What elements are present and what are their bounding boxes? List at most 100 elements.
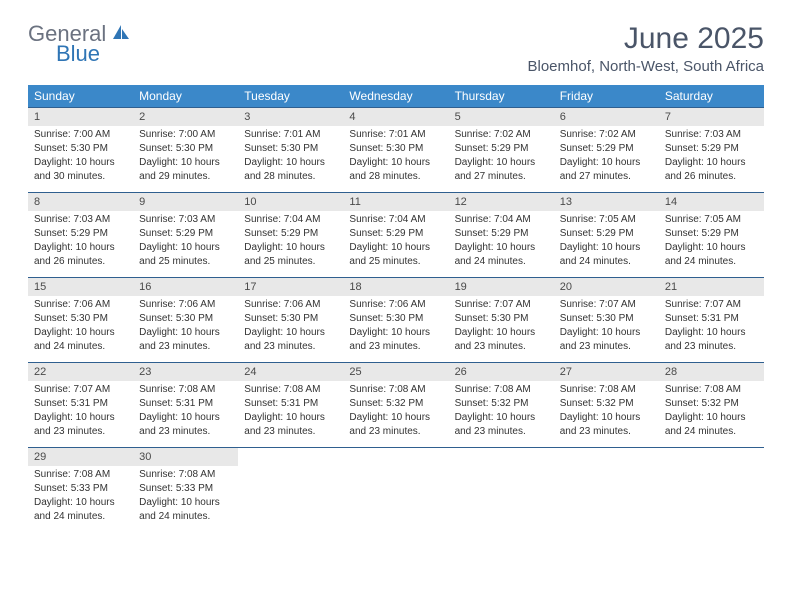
- info-cell: Sunrise: 7:06 AMSunset: 5:30 PMDaylight:…: [343, 296, 448, 363]
- date-cell: [238, 448, 343, 467]
- date-cell: 7: [659, 108, 764, 127]
- date-cell: 1: [28, 108, 133, 127]
- sunrise-text: Sunrise: 7:07 AM: [34, 383, 127, 397]
- date-cell: 29: [28, 448, 133, 467]
- sunset-text: Sunset: 5:30 PM: [139, 142, 232, 156]
- sunrise-text: Sunrise: 7:02 AM: [560, 128, 653, 142]
- date-cell: 24: [238, 363, 343, 382]
- header: General Blue June 2025 Bloemhof, North-W…: [28, 22, 764, 75]
- sunset-text: Sunset: 5:29 PM: [244, 227, 337, 241]
- daylight-text: Daylight: 10 hours and 24 minutes.: [665, 411, 758, 439]
- day-header-cell: Wednesday: [343, 85, 448, 108]
- sunrise-text: Sunrise: 7:02 AM: [455, 128, 548, 142]
- calendar-page: General Blue June 2025 Bloemhof, North-W…: [0, 0, 792, 554]
- calendar-table: SundayMondayTuesdayWednesdayThursdayFrid…: [28, 85, 764, 532]
- day-header-cell: Monday: [133, 85, 238, 108]
- sunrise-text: Sunrise: 7:06 AM: [34, 298, 127, 312]
- sunset-text: Sunset: 5:29 PM: [455, 227, 548, 241]
- info-cell: Sunrise: 7:05 AMSunset: 5:29 PMDaylight:…: [659, 211, 764, 278]
- logo-blue: Blue: [56, 42, 131, 66]
- info-cell: Sunrise: 7:00 AMSunset: 5:30 PMDaylight:…: [28, 126, 133, 193]
- date-cell: 19: [449, 278, 554, 297]
- info-cell: [554, 466, 659, 532]
- sunset-text: Sunset: 5:29 PM: [665, 227, 758, 241]
- day-header-cell: Tuesday: [238, 85, 343, 108]
- info-cell: Sunrise: 7:04 AMSunset: 5:29 PMDaylight:…: [238, 211, 343, 278]
- sunrise-text: Sunrise: 7:08 AM: [560, 383, 653, 397]
- date-cell: [659, 448, 764, 467]
- sunset-text: Sunset: 5:30 PM: [560, 312, 653, 326]
- sunrise-text: Sunrise: 7:01 AM: [244, 128, 337, 142]
- date-cell: 2: [133, 108, 238, 127]
- sunrise-text: Sunrise: 7:08 AM: [455, 383, 548, 397]
- info-cell: Sunrise: 7:08 AMSunset: 5:32 PMDaylight:…: [659, 381, 764, 448]
- date-cell: 30: [133, 448, 238, 467]
- daylight-text: Daylight: 10 hours and 26 minutes.: [665, 156, 758, 184]
- date-cell: 21: [659, 278, 764, 297]
- daylight-text: Daylight: 10 hours and 23 minutes.: [455, 411, 548, 439]
- sunset-text: Sunset: 5:32 PM: [349, 397, 442, 411]
- date-cell: 4: [343, 108, 448, 127]
- sunrise-text: Sunrise: 7:07 AM: [455, 298, 548, 312]
- sunrise-text: Sunrise: 7:07 AM: [560, 298, 653, 312]
- day-header-cell: Friday: [554, 85, 659, 108]
- day-header-cell: Sunday: [28, 85, 133, 108]
- daylight-text: Daylight: 10 hours and 23 minutes.: [34, 411, 127, 439]
- sunrise-text: Sunrise: 7:08 AM: [139, 468, 232, 482]
- sunset-text: Sunset: 5:30 PM: [244, 142, 337, 156]
- sunrise-text: Sunrise: 7:04 AM: [349, 213, 442, 227]
- daylight-text: Daylight: 10 hours and 23 minutes.: [139, 326, 232, 354]
- date-cell: 20: [554, 278, 659, 297]
- daylight-text: Daylight: 10 hours and 25 minutes.: [139, 241, 232, 269]
- daylight-text: Daylight: 10 hours and 29 minutes.: [139, 156, 232, 184]
- info-cell: Sunrise: 7:06 AMSunset: 5:30 PMDaylight:…: [28, 296, 133, 363]
- info-cell: Sunrise: 7:08 AMSunset: 5:31 PMDaylight:…: [133, 381, 238, 448]
- info-cell: Sunrise: 7:00 AMSunset: 5:30 PMDaylight:…: [133, 126, 238, 193]
- daylight-text: Daylight: 10 hours and 25 minutes.: [244, 241, 337, 269]
- sunset-text: Sunset: 5:30 PM: [244, 312, 337, 326]
- info-cell: Sunrise: 7:06 AMSunset: 5:30 PMDaylight:…: [238, 296, 343, 363]
- date-cell: 22: [28, 363, 133, 382]
- info-cell: Sunrise: 7:03 AMSunset: 5:29 PMDaylight:…: [28, 211, 133, 278]
- sunset-text: Sunset: 5:32 PM: [455, 397, 548, 411]
- date-cell: 26: [449, 363, 554, 382]
- daylight-text: Daylight: 10 hours and 26 minutes.: [34, 241, 127, 269]
- info-cell: Sunrise: 7:04 AMSunset: 5:29 PMDaylight:…: [343, 211, 448, 278]
- title-block: June 2025 Bloemhof, North-West, South Af…: [528, 22, 765, 75]
- date-cell: 28: [659, 363, 764, 382]
- info-cell: Sunrise: 7:08 AMSunset: 5:33 PMDaylight:…: [28, 466, 133, 532]
- logo-text: General Blue: [28, 22, 131, 66]
- sunrise-text: Sunrise: 7:01 AM: [349, 128, 442, 142]
- info-cell: [343, 466, 448, 532]
- info-cell: Sunrise: 7:07 AMSunset: 5:31 PMDaylight:…: [659, 296, 764, 363]
- daylight-text: Daylight: 10 hours and 24 minutes.: [665, 241, 758, 269]
- sunrise-text: Sunrise: 7:08 AM: [665, 383, 758, 397]
- sunrise-text: Sunrise: 7:05 AM: [560, 213, 653, 227]
- daylight-text: Daylight: 10 hours and 23 minutes.: [560, 326, 653, 354]
- sunset-text: Sunset: 5:32 PM: [560, 397, 653, 411]
- date-cell: 13: [554, 193, 659, 212]
- sunrise-text: Sunrise: 7:08 AM: [244, 383, 337, 397]
- date-cell: 17: [238, 278, 343, 297]
- location: Bloemhof, North-West, South Africa: [528, 58, 765, 75]
- date-cell: 11: [343, 193, 448, 212]
- info-cell: Sunrise: 7:07 AMSunset: 5:31 PMDaylight:…: [28, 381, 133, 448]
- info-cell: Sunrise: 7:08 AMSunset: 5:32 PMDaylight:…: [449, 381, 554, 448]
- daylight-text: Daylight: 10 hours and 23 minutes.: [455, 326, 548, 354]
- info-cell: Sunrise: 7:04 AMSunset: 5:29 PMDaylight:…: [449, 211, 554, 278]
- sunrise-text: Sunrise: 7:06 AM: [349, 298, 442, 312]
- info-cell: Sunrise: 7:06 AMSunset: 5:30 PMDaylight:…: [133, 296, 238, 363]
- daylight-text: Daylight: 10 hours and 23 minutes.: [665, 326, 758, 354]
- daylight-text: Daylight: 10 hours and 27 minutes.: [455, 156, 548, 184]
- sunrise-text: Sunrise: 7:03 AM: [34, 213, 127, 227]
- daylight-text: Daylight: 10 hours and 28 minutes.: [349, 156, 442, 184]
- info-cell: Sunrise: 7:07 AMSunset: 5:30 PMDaylight:…: [449, 296, 554, 363]
- sunrise-text: Sunrise: 7:05 AM: [665, 213, 758, 227]
- sunset-text: Sunset: 5:29 PM: [560, 142, 653, 156]
- date-cell: 23: [133, 363, 238, 382]
- date-cell: [449, 448, 554, 467]
- date-cell: [554, 448, 659, 467]
- sunrise-text: Sunrise: 7:04 AM: [244, 213, 337, 227]
- daylight-text: Daylight: 10 hours and 24 minutes.: [34, 496, 127, 524]
- sunset-text: Sunset: 5:29 PM: [349, 227, 442, 241]
